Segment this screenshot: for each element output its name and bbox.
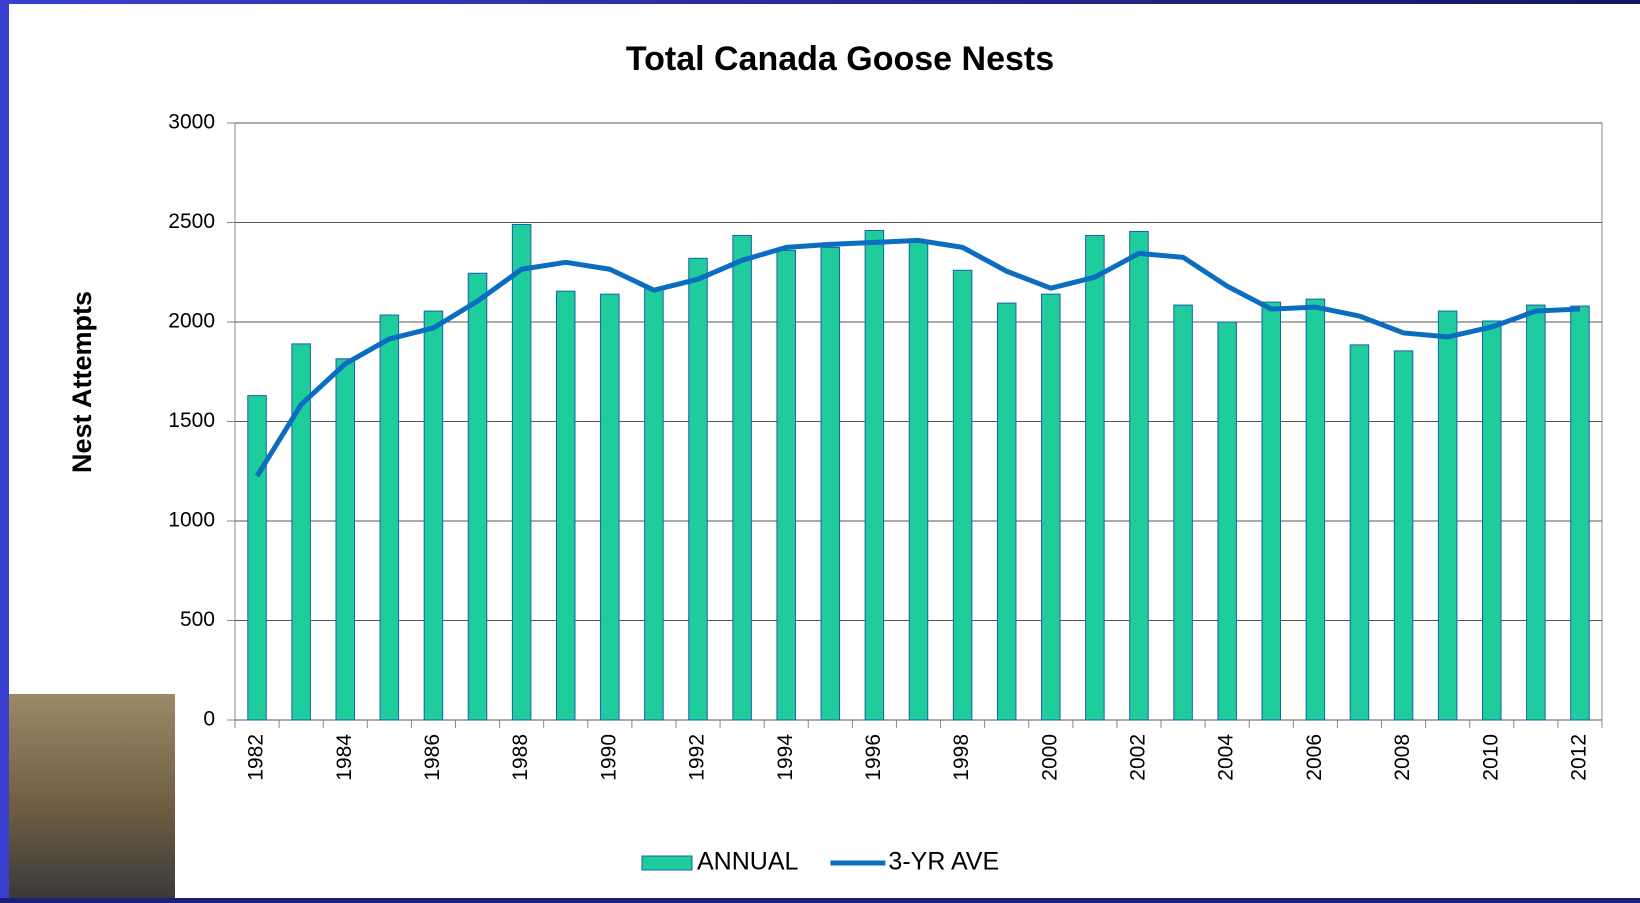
x-tick-label: 1996	[862, 734, 885, 781]
bar	[1526, 304, 1546, 721]
legend-label: 3-YR AVE	[888, 848, 999, 876]
bar	[864, 229, 885, 721]
chart-title: Total Canada Goose Nests	[626, 40, 1054, 78]
bar	[820, 246, 841, 721]
x-tick-label: 2012	[1567, 734, 1590, 781]
bar	[335, 358, 356, 721]
bar	[1217, 321, 1237, 721]
x-tick-label: 1992	[686, 734, 709, 781]
bar	[291, 343, 311, 721]
bar	[511, 223, 532, 721]
y-tick-label: 500	[180, 608, 215, 631]
legend-swatch	[641, 855, 693, 871]
bar	[952, 269, 973, 721]
y-tick-label: 1000	[168, 509, 215, 532]
bar	[1085, 234, 1105, 721]
bar	[379, 314, 400, 721]
y-tick-label: 3000	[168, 111, 215, 134]
y-tick-label: 0	[203, 708, 215, 731]
bar	[423, 310, 444, 721]
bar	[1261, 301, 1282, 721]
y-tick-label: 1500	[168, 409, 215, 432]
x-tick-label: 1998	[950, 734, 973, 781]
y-axis-label: Nest Attempts	[67, 291, 97, 473]
goose-photo	[9, 694, 175, 898]
x-tick-label: 1986	[421, 734, 444, 781]
bar	[1349, 344, 1370, 721]
x-tick-label: 2006	[1303, 734, 1326, 781]
x-tick-label: 2000	[1038, 734, 1061, 781]
x-tick-label: 1982	[245, 734, 268, 781]
bar	[688, 257, 708, 721]
bar	[1041, 293, 1061, 721]
x-tick-label: 1988	[509, 734, 532, 781]
bar	[555, 290, 576, 721]
bar	[1481, 320, 1502, 721]
legend-label: ANNUAL	[697, 848, 799, 876]
bar	[1393, 350, 1414, 721]
bar	[600, 293, 620, 721]
bar	[732, 234, 752, 721]
y-tick-label: 2500	[168, 210, 215, 233]
bar	[1570, 305, 1590, 721]
x-tick-label: 2002	[1127, 734, 1150, 781]
bar	[776, 249, 796, 721]
y-tick-label: 2000	[168, 310, 215, 333]
bar	[247, 395, 267, 721]
bar	[1305, 298, 1326, 721]
bar	[467, 272, 488, 721]
x-tick-label: 1994	[774, 734, 797, 781]
bar	[644, 288, 664, 721]
bar	[996, 302, 1017, 721]
x-tick-label: 2010	[1479, 734, 1502, 781]
bar	[1437, 310, 1458, 721]
bar	[908, 241, 929, 721]
x-tick-label: 1984	[333, 734, 356, 781]
x-tick-label: 1990	[597, 734, 620, 781]
line	[254, 237, 1581, 478]
x-tick-label: 2008	[1391, 734, 1414, 781]
bar	[1129, 230, 1149, 721]
bar	[1173, 304, 1193, 721]
x-tick-label: 2004	[1215, 734, 1238, 781]
